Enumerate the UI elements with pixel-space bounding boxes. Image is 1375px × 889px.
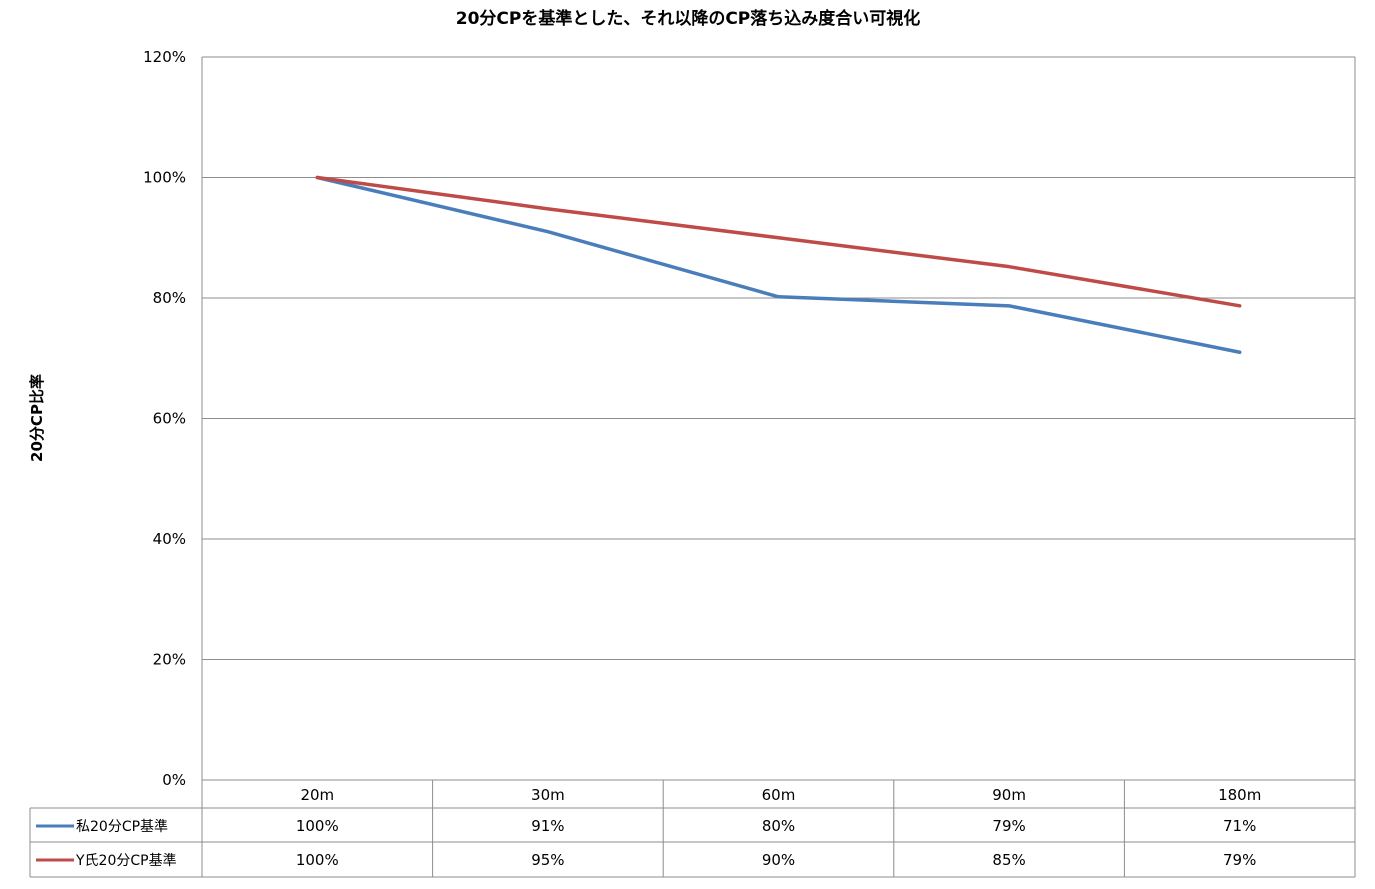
y-axis-label: 20分CP比率 bbox=[28, 374, 46, 462]
series-line bbox=[315, 175, 1242, 308]
x-tick-label: 60m bbox=[762, 786, 796, 804]
y-tick-label: 120% bbox=[143, 48, 186, 66]
series-line bbox=[315, 175, 1242, 354]
y-tick-label: 100% bbox=[143, 169, 186, 187]
data-table: 20m 30m 60m 90m 180m 私20分CP基準 100% 91% 80% 79% 71%… bbox=[29, 780, 1355, 878]
y-tick-label: 0% bbox=[162, 771, 186, 789]
data-label: 80% bbox=[762, 817, 795, 835]
y-tick-label: 40% bbox=[153, 530, 186, 548]
data-label: 100% bbox=[296, 851, 339, 869]
data-label: 100% bbox=[296, 817, 339, 835]
series-lines bbox=[315, 175, 1242, 354]
data-label: 91% bbox=[531, 817, 564, 835]
y-tick-labels: 0% 20% 40% 60% 80% 100% 120% bbox=[143, 48, 186, 789]
data-label: 71% bbox=[1223, 817, 1256, 835]
x-tick-label: 180m bbox=[1218, 786, 1261, 804]
legend-label: 私20分CP基準 bbox=[76, 818, 168, 835]
data-label: 90% bbox=[762, 851, 795, 869]
x-tick-label: 90m bbox=[992, 786, 1026, 804]
data-label: 85% bbox=[992, 851, 1025, 869]
y-tick-label: 20% bbox=[153, 651, 186, 669]
y-tick-label: 80% bbox=[153, 289, 186, 307]
data-label: 79% bbox=[1223, 851, 1256, 869]
data-label: 95% bbox=[531, 851, 564, 869]
x-tick-label: 20m bbox=[300, 786, 334, 804]
y-tick-label: 60% bbox=[153, 410, 186, 428]
gridlines bbox=[201, 56, 1356, 877]
chart-title: 20分CPを基準とした、それ以降のCP落ち込み度合い可視化 bbox=[456, 8, 921, 29]
x-tick-label: 30m bbox=[531, 786, 565, 804]
data-label: 79% bbox=[992, 817, 1025, 835]
legend-label: Y氏20分CP基準 bbox=[75, 852, 177, 869]
